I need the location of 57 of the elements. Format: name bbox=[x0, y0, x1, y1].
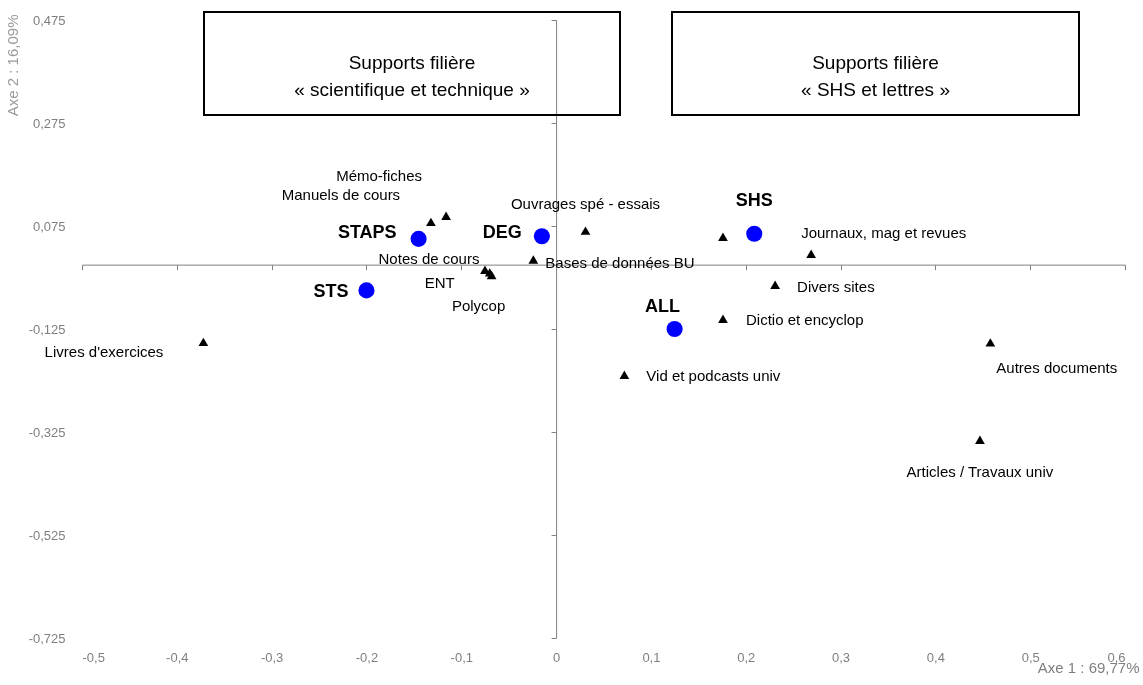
x-tick-label: 0 bbox=[552, 649, 561, 665]
annotation: SHS bbox=[735, 189, 773, 210]
annotation: Supports filière « SHS et lettres » bbox=[801, 52, 950, 100]
y-tick-label: -0,725 bbox=[28, 630, 66, 646]
annotation: DEG bbox=[482, 222, 522, 243]
y-tick-label: 0,275 bbox=[32, 115, 66, 131]
annotation: Mémo-fiches bbox=[336, 166, 423, 184]
annotation: Polycop bbox=[451, 296, 506, 314]
y-tick-label: -0,525 bbox=[28, 527, 66, 543]
annotation: Livres d'exercices bbox=[44, 342, 164, 360]
point bbox=[746, 225, 763, 242]
point bbox=[806, 249, 817, 259]
x-tick-label: -0,4 bbox=[166, 649, 189, 665]
point bbox=[198, 337, 209, 347]
point bbox=[718, 232, 728, 242]
annotation: Ouvrages spé - essais bbox=[510, 194, 661, 212]
annotation: STS bbox=[313, 281, 349, 302]
point bbox=[666, 320, 683, 338]
annotation: Manuels de cours bbox=[281, 185, 401, 203]
x-tick-label: 0,3 bbox=[832, 649, 851, 665]
point bbox=[426, 217, 436, 227]
point bbox=[985, 338, 996, 347]
x-tick-label: -0,3 bbox=[260, 649, 284, 665]
y-tick-label: -0,125 bbox=[28, 321, 66, 337]
point bbox=[533, 228, 550, 245]
x-tick-label: -0,1 bbox=[450, 649, 473, 665]
point bbox=[410, 230, 427, 247]
annotation: Journaux, mag et revues bbox=[801, 223, 967, 241]
x-tick-label: -0,2 bbox=[355, 649, 379, 665]
point bbox=[358, 282, 375, 299]
annotation: Autres documents bbox=[996, 359, 1118, 377]
point bbox=[975, 435, 985, 444]
x-tick-label: 0,1 bbox=[642, 649, 661, 665]
point bbox=[528, 255, 539, 264]
point bbox=[770, 280, 780, 289]
annotation: Bases de données BU bbox=[545, 254, 695, 272]
x-tick-label: -0,5 bbox=[82, 649, 105, 665]
point bbox=[619, 370, 630, 380]
annotation: Dictio et encyclop bbox=[745, 310, 864, 328]
x-tick-label: 0,4 bbox=[926, 649, 945, 665]
x-tick-label: 0,5 bbox=[1021, 649, 1040, 665]
y-tick-label: -0,325 bbox=[28, 424, 66, 440]
annotation: Divers sites bbox=[797, 277, 875, 295]
annotation: Supports filière « scientifique et technique » bbox=[294, 52, 530, 100]
annotation: ENT bbox=[424, 274, 455, 292]
annotation: ALL bbox=[645, 296, 681, 316]
point bbox=[718, 314, 728, 323]
y-axis-title: Axe 2 : 16,09% bbox=[3, 14, 21, 117]
y-tick-label: 0,075 bbox=[32, 218, 66, 234]
annotation: Articles / Travaux univ bbox=[906, 462, 1054, 480]
annotation: STAPS bbox=[337, 221, 397, 242]
point bbox=[441, 211, 451, 220]
x-tick-label: 0,2 bbox=[737, 649, 756, 665]
annotation: Notes de cours bbox=[378, 249, 480, 267]
point bbox=[580, 226, 591, 235]
annotation: Vid et podcasts univ bbox=[646, 366, 781, 384]
y-tick-label: 0,475 bbox=[32, 12, 66, 28]
